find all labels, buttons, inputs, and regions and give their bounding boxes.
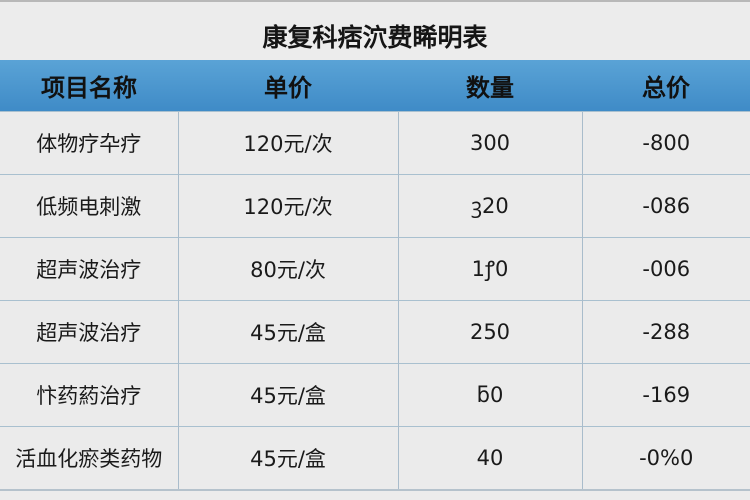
cell-unit-price: 45元/盒 bbox=[177, 363, 398, 427]
cell-item-name: 忭药葯治疗 bbox=[0, 363, 178, 427]
cell-total: -800 bbox=[581, 111, 750, 175]
table-row: 忭药葯治疗 45元/盒 ƃ0 -169 bbox=[0, 363, 750, 427]
header-item-name: 项目名称 bbox=[0, 60, 178, 112]
cell-quantity: 250 bbox=[397, 300, 582, 364]
top-border bbox=[0, 0, 750, 2]
cell-unit-price: 45元/盒 bbox=[177, 426, 398, 491]
cell-quantity: 300 bbox=[397, 111, 582, 175]
cell-item-name: 低频电刺激 bbox=[0, 174, 178, 238]
header-quantity: 数量 bbox=[398, 60, 582, 112]
cell-total: -288 bbox=[581, 300, 750, 364]
cell-item-name: 超声波治疗 bbox=[0, 300, 178, 364]
cell-total: -169 bbox=[581, 363, 750, 427]
cell-unit-price: 120元/次 bbox=[177, 111, 398, 175]
cell-item-name: 体物疗卆疗 bbox=[0, 111, 178, 175]
page-title: 康复科痞泬费睎明表 bbox=[262, 23, 488, 52]
header-row: 项目名称 单价 数量 总价 bbox=[0, 60, 750, 112]
cell-quantity: 40 bbox=[397, 426, 582, 491]
cell-total: -006 bbox=[581, 237, 750, 301]
header-total: 总价 bbox=[582, 60, 750, 112]
table-row: 超声波治疗 45元/盒 250 -288 bbox=[0, 300, 750, 364]
table-row: 超声波治疗 80元/次 1ꝭ0 -006 bbox=[0, 237, 750, 301]
cell-item-name: 活血化瘀类药物 bbox=[0, 426, 178, 491]
header-unit-price: 单价 bbox=[178, 60, 398, 112]
cell-item-name: 超声波治疗 bbox=[0, 237, 178, 301]
cell-quantity: ꝫ20 bbox=[397, 174, 582, 238]
cell-quantity: 1ꝭ0 bbox=[397, 237, 582, 301]
table-row: 体物疗卆疗 120元/次 300 -800 bbox=[0, 111, 750, 175]
fee-table: 项目名称 单价 数量 总价 体物疗卆疗 120元/次 300 -800 低频电刺激 120… bbox=[0, 60, 750, 491]
cell-unit-price: 45元/盒 bbox=[177, 300, 398, 364]
table-row: 活血化瘀类药物 45元/盒 40 -0%0 bbox=[0, 426, 750, 491]
cell-total: -086 bbox=[581, 174, 750, 238]
cell-total: -0%0 bbox=[581, 426, 750, 491]
table-row: 低频电刺激 120元/次 ꝫ20 -086 bbox=[0, 174, 750, 238]
cell-quantity: ƃ0 bbox=[397, 363, 582, 427]
cell-unit-price: 120元/次 bbox=[177, 174, 398, 238]
cell-unit-price: 80元/次 bbox=[177, 237, 398, 301]
